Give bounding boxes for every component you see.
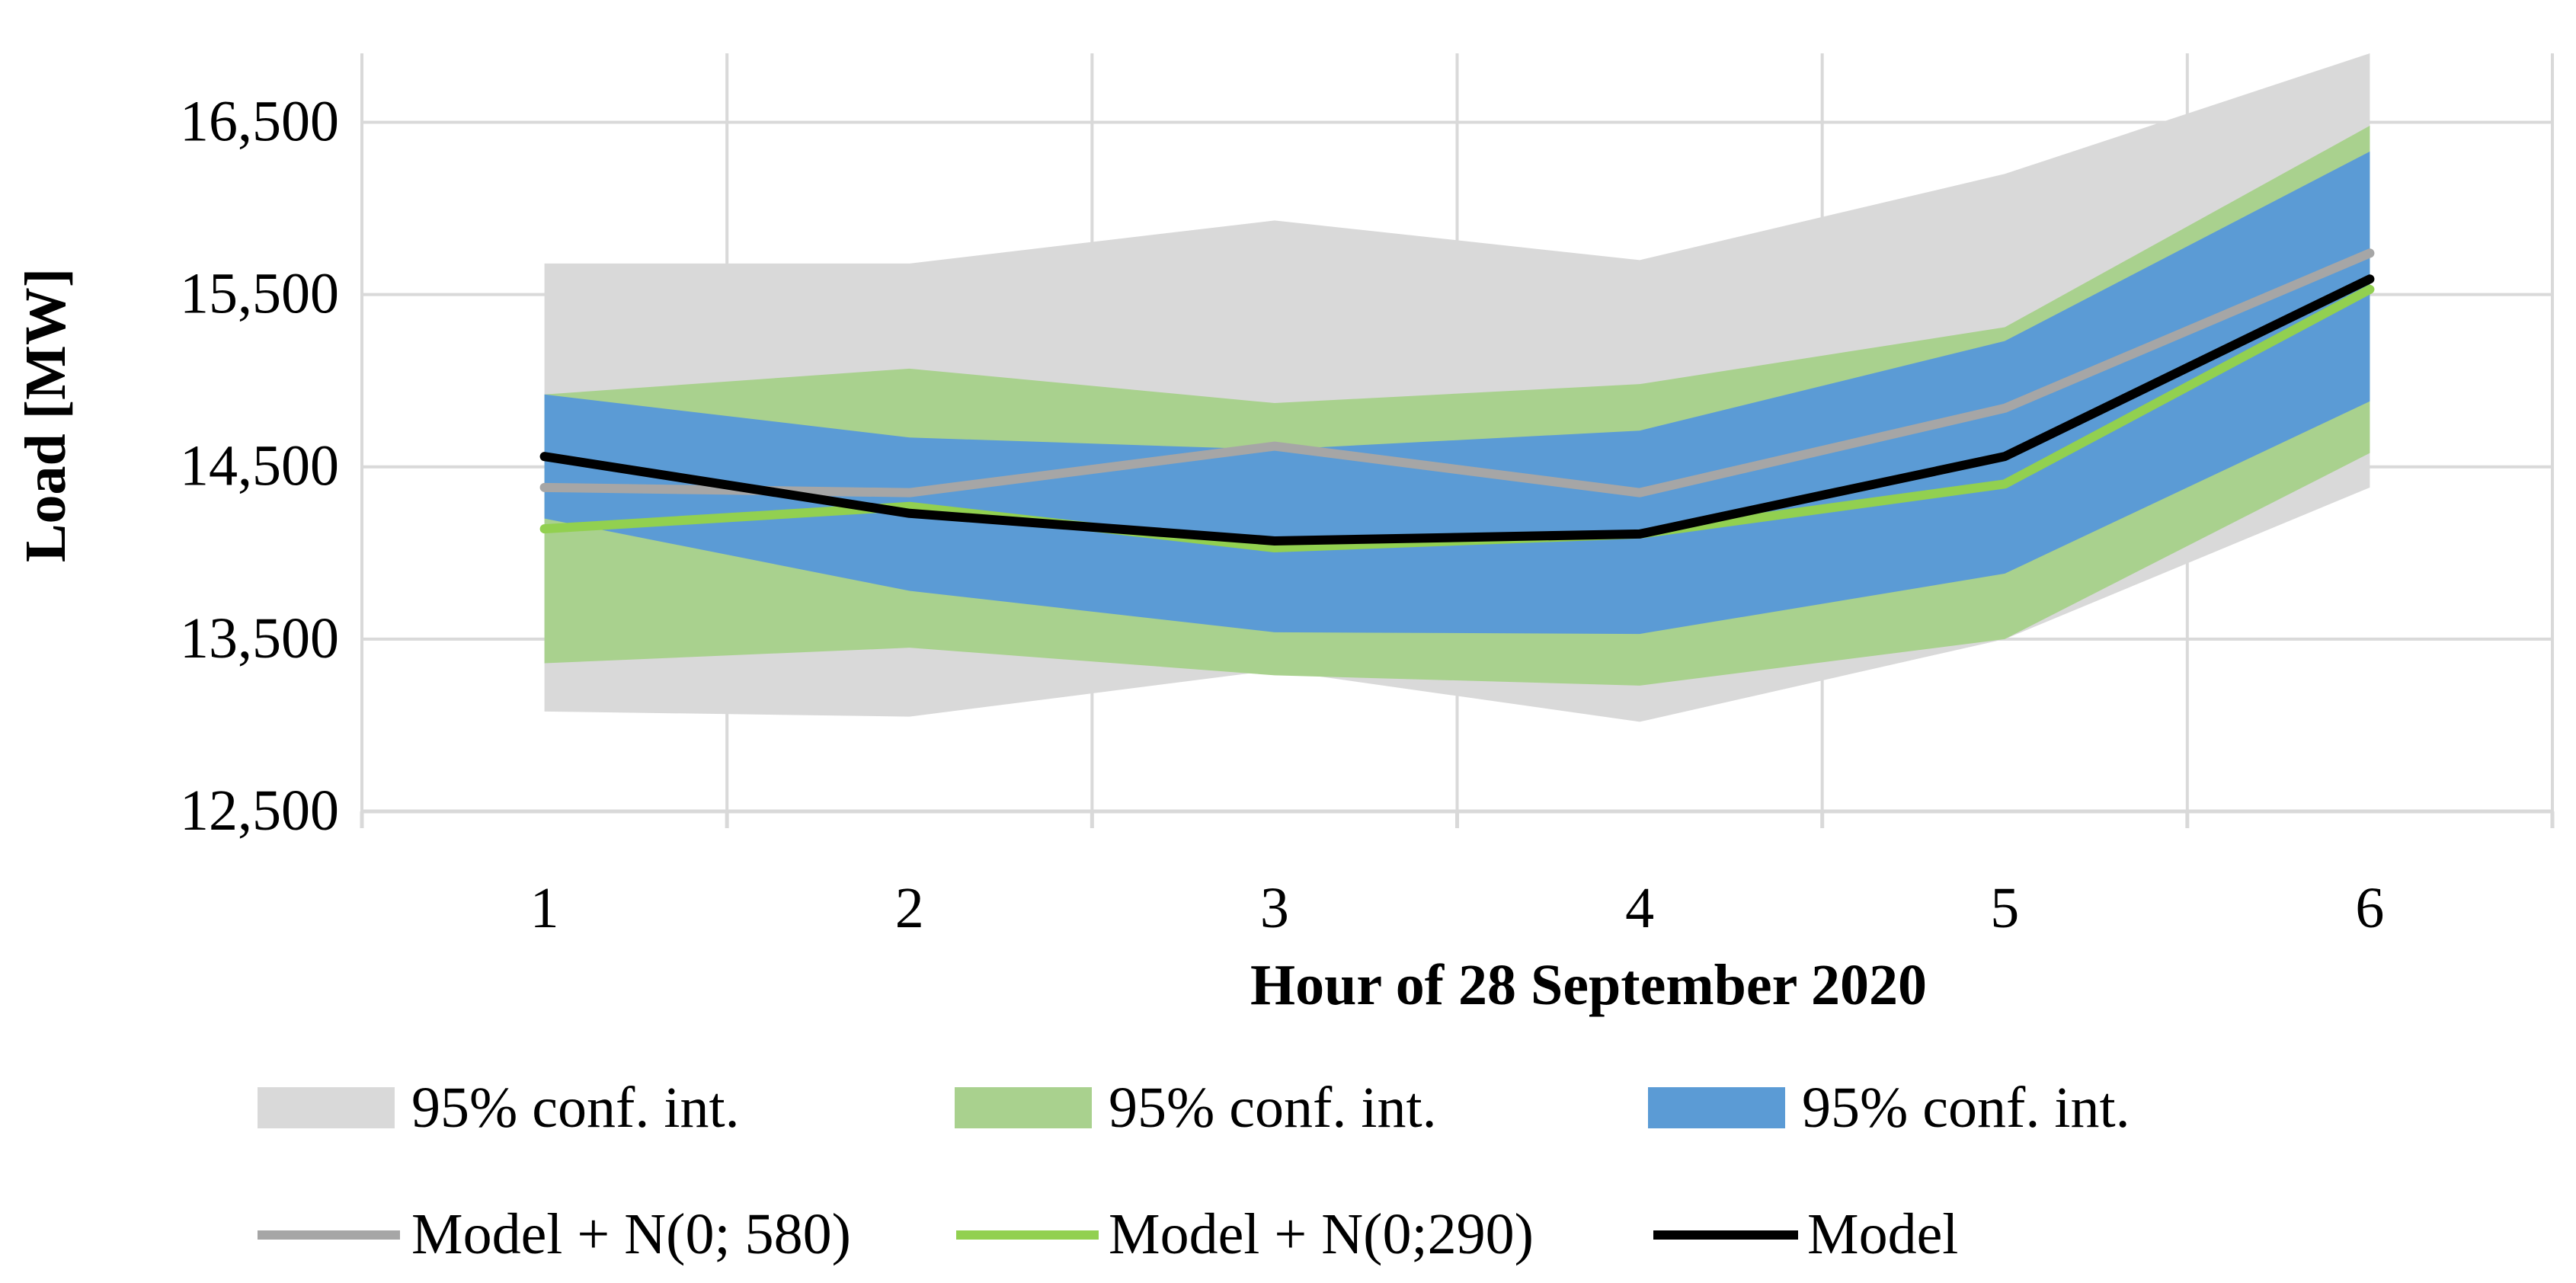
series-line-3 <box>539 274 2375 546</box>
y-tick-label: 16,500 <box>180 89 339 153</box>
legend-label-line-green: Model + N(0;290) <box>1109 1202 1534 1266</box>
legend-label-line-black: Model <box>1807 1202 1958 1266</box>
legend-swatch-band-green <box>955 1087 1092 1128</box>
legend-label-band-green: 95% conf. int. <box>1109 1076 1437 1140</box>
x-tick-label: 3 <box>1260 876 1289 940</box>
legend-swatch-band-blue <box>1648 1087 1785 1128</box>
x-tick-label: 2 <box>895 876 924 940</box>
series-lines <box>539 248 2375 553</box>
legend-swatch-band-gray <box>258 1087 395 1128</box>
legend: 95% conf. int. 95% conf. int. 95% conf. … <box>258 1076 2130 1266</box>
legend-label-band-gray: 95% conf. int. <box>411 1076 740 1140</box>
series-line-1 <box>539 248 2375 498</box>
x-tick-label: 5 <box>1990 876 2019 940</box>
y-tick-label: 15,500 <box>180 262 339 326</box>
y-tick-label: 14,500 <box>180 434 339 498</box>
y-axis-title: Load [MW] <box>14 268 78 562</box>
legend-label-line-gray: Model + N(0; 580) <box>411 1202 851 1266</box>
x-tick-label: 4 <box>1625 876 1654 940</box>
x-axis-title: Hour of 28 September 2020 <box>1250 953 1927 1017</box>
legend-label-band-blue: 95% conf. int. <box>1802 1076 2130 1140</box>
x-tick-label: 1 <box>530 876 559 940</box>
y-tick-labels: 12,500 13,500 14,500 15,500 16,500 <box>180 89 339 843</box>
x-tick-labels: 1 2 3 4 5 6 <box>530 876 2385 940</box>
y-tick-label: 13,500 <box>180 606 339 670</box>
y-tick-label: 12,500 <box>180 779 339 843</box>
axes <box>360 809 2555 828</box>
x-tick-label: 6 <box>2355 876 2384 940</box>
